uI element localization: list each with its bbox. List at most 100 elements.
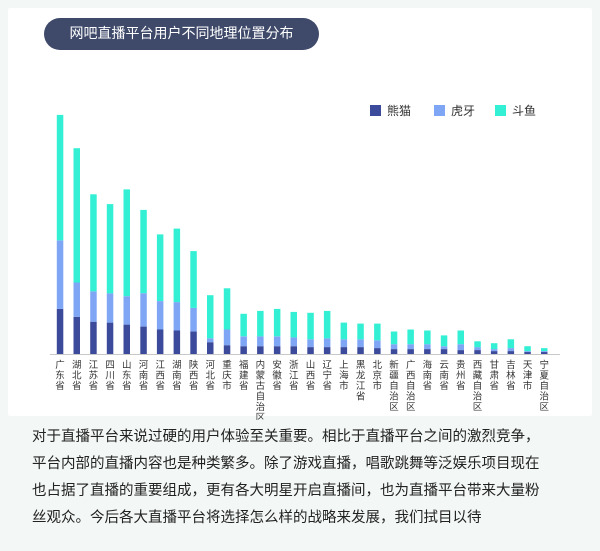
bar-segment [273, 346, 281, 354]
x-tick-label: 广西自治区 [406, 359, 416, 413]
legend-swatch [370, 105, 381, 116]
legend-swatch [495, 105, 506, 116]
bar-segment [273, 308, 281, 337]
x-tick-label: 陕西省 [189, 359, 199, 392]
bar-segment [90, 321, 97, 354]
x-tick-label: 天津市 [523, 360, 533, 392]
x-tick-label: 西藏自治区 [473, 360, 483, 413]
x-tick-label: 贵州省 [456, 359, 466, 392]
x-tick-label: 湖南省 [172, 360, 182, 392]
x-tick-label: 河北省 [206, 359, 216, 392]
x-tick-label: 内蒙古自治区 [256, 359, 266, 420]
bar-segment [457, 350, 464, 354]
bar-segment [240, 336, 247, 347]
paragraph-line: 平台内部的直播内容也是种类繁多。除了游戏直播，唱歌跳舞等泛娱乐项目现在 [32, 456, 540, 472]
x-tick-label: 山西省 [306, 360, 316, 392]
bar-segment [374, 323, 381, 341]
x-tick-label: 福建省 [239, 359, 249, 392]
bar-segment [307, 339, 314, 348]
bar-segment [123, 189, 130, 297]
bar-segment [541, 352, 548, 354]
bar-segment [106, 293, 114, 323]
bar-segment [507, 339, 515, 349]
bar-segment [407, 344, 414, 350]
bar-segment [524, 352, 531, 354]
bar-segment [524, 351, 531, 353]
bar-segment [490, 351, 498, 354]
bar-segment [474, 350, 481, 354]
bar-segment [374, 340, 381, 349]
bar-segment [357, 339, 364, 348]
x-tick-label: 广东省 [55, 359, 65, 392]
x-tick-label: 云南省 [439, 360, 449, 392]
x-tick-label: 重庆市 [222, 359, 232, 392]
x-tick-label: 宁夏自治区 [540, 359, 550, 413]
bar-segment [440, 335, 448, 347]
bar-segment [290, 311, 297, 338]
x-tick-label: 四川省 [105, 360, 115, 392]
bar-segment [173, 302, 181, 331]
bar-segment [173, 330, 181, 354]
bar-segment [457, 344, 464, 351]
x-tick-label: 山东省 [122, 360, 132, 392]
x-tick-label: 上海市 [339, 360, 349, 392]
bar-segment [257, 336, 264, 347]
bar-segment [323, 347, 331, 354]
bar-segment [56, 114, 64, 241]
bar-segment [541, 348, 548, 351]
x-tick-label: 河南省 [139, 359, 149, 392]
bar-segment [156, 301, 164, 330]
bar-segment [407, 329, 414, 345]
bar-segment [457, 330, 464, 345]
bar-segment [407, 349, 414, 354]
x-tick-label: 安徽省 [272, 359, 282, 392]
bar-segment [374, 348, 381, 354]
bar-segment [123, 324, 130, 354]
bar-segment [490, 343, 498, 350]
bar-segment [323, 338, 331, 348]
bar-segment [290, 337, 297, 347]
bar-segment [73, 282, 80, 317]
bar-segment [424, 344, 431, 350]
bar-segment [490, 349, 498, 352]
bar-segment [440, 346, 448, 350]
bar-segment [390, 331, 398, 345]
x-tick-label: 辽宁省 [322, 359, 332, 392]
bar-segment [474, 341, 481, 348]
bar-segment [340, 322, 348, 340]
bar-segment [307, 312, 314, 340]
bar-segment [207, 342, 214, 354]
bar-segment [90, 194, 97, 292]
bar-segment [73, 148, 80, 283]
bar-segment [56, 308, 64, 354]
bar-segment [56, 240, 64, 309]
paragraph-line: 丝观众。今后各大直播平台将选择怎么样的战略来发展，我们拭目以待 [32, 510, 482, 526]
bar-segment [140, 209, 147, 294]
bar-segment [173, 228, 181, 303]
bar-segment [207, 295, 214, 339]
x-tick-label: 甘肃省 [489, 359, 499, 392]
bar-segment [390, 344, 398, 350]
bar-segment [357, 323, 364, 340]
legend-label: 斗鱼 [512, 104, 536, 118]
bar-segment [340, 339, 348, 348]
bar-segment [290, 346, 297, 354]
bar-segment [106, 322, 114, 354]
bar-segment [90, 291, 97, 322]
bar-segment [73, 316, 80, 354]
bar-segment [507, 348, 515, 351]
bar-segment [424, 330, 431, 345]
bar-segment [307, 347, 314, 354]
stacked-bar-chart: 广东省湖北省江苏省四川省山东省河南省江西省湖南省陕西省河北省重庆市福建省内蒙古自… [50, 103, 560, 420]
bar-segment [390, 349, 398, 354]
bar-segment [140, 293, 147, 327]
x-tick-label: 吉林省 [506, 360, 516, 392]
bar-segment [156, 234, 164, 301]
bar-segment [257, 310, 264, 337]
bar-segment [156, 329, 164, 354]
bar-segment [223, 345, 231, 354]
legend-label: 熊猫 [387, 103, 411, 118]
legend: 熊猫 虎牙 斗鱼 [370, 103, 536, 118]
x-tick-label: 浙江省 [289, 359, 299, 392]
bar-segment [507, 351, 515, 354]
